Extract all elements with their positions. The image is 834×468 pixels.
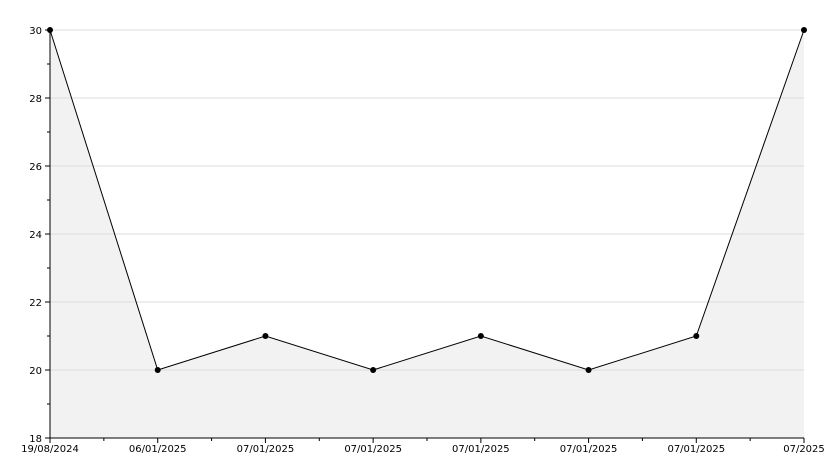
- series-line: [49, 29, 805, 371]
- y-tick-labels: 18 20 22 24 26 28 30: [29, 26, 50, 445]
- area-fill: [50, 30, 804, 438]
- x-tick-labels: 19/08/2024 06/01/2025 07/01/2025 07/01/2025…: [21, 438, 825, 455]
- x-tick-label: 06/01/2025: [129, 444, 187, 455]
- data-point: [262, 333, 269, 339]
- y-tick-label: 20: [29, 366, 42, 377]
- y-tick-label: 18: [29, 434, 42, 445]
- x-tick-label: 07/01/2025: [237, 444, 295, 455]
- y-tick-label: 30: [29, 26, 42, 37]
- y-tick-label: 22: [29, 298, 42, 309]
- data-point: [477, 333, 484, 339]
- data-point: [154, 367, 161, 373]
- data-point: [801, 27, 807, 33]
- y-tick-label: 28: [29, 94, 42, 105]
- grid-lines: [50, 29, 804, 371]
- data-point: [47, 27, 53, 33]
- data-point: [585, 367, 592, 373]
- data-point: [370, 367, 377, 373]
- y-tick-label: 24: [29, 230, 42, 241]
- x-tick-label: 07/01/2025: [344, 444, 402, 455]
- data-points: [47, 27, 807, 373]
- x-tick-label: 07/2025: [783, 444, 825, 455]
- x-tick-label: 19/08/2024: [21, 444, 79, 455]
- x-tick-label: 07/01/2025: [667, 444, 725, 455]
- x-tick-label: 07/01/2025: [560, 444, 618, 455]
- y-tick-label: 26: [29, 162, 42, 173]
- x-tick-label: 07/01/2025: [452, 444, 510, 455]
- data-point: [693, 333, 700, 339]
